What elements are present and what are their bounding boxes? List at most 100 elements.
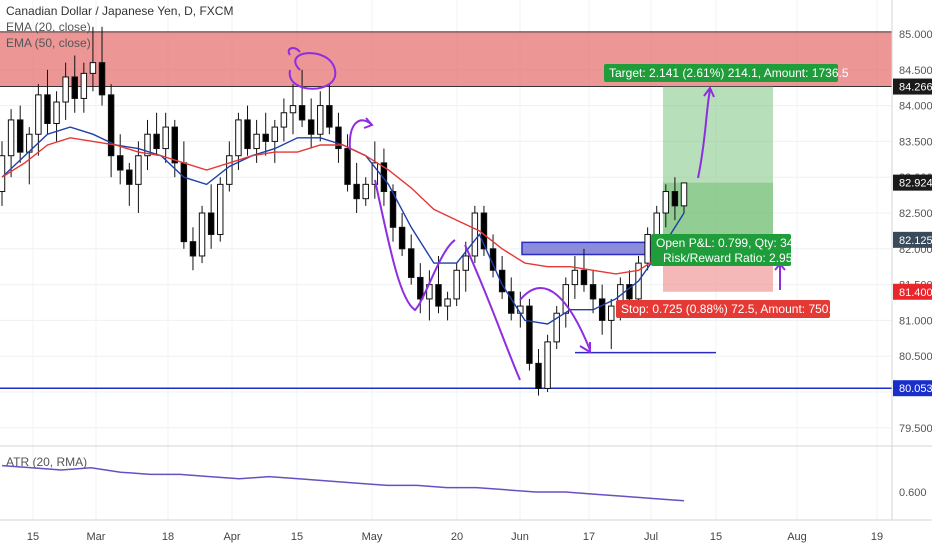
- candle-body: [608, 305, 615, 321]
- candle-body: [344, 148, 351, 185]
- price-badge-label: 82.125: [899, 235, 932, 247]
- curve-arrow-annotation: [348, 117, 374, 151]
- candle-body: [335, 126, 342, 150]
- candle-body: [298, 105, 306, 121]
- candle-body: [417, 276, 424, 300]
- time-tick-label: Mar: [87, 531, 106, 543]
- candle-body: [98, 62, 106, 96]
- candle-body: [526, 305, 533, 364]
- candle-body: [271, 126, 279, 142]
- candle-body: [7, 119, 15, 157]
- candle-body: [107, 94, 115, 157]
- candle-body: [653, 212, 660, 235]
- candle-body: [317, 105, 324, 135]
- price-tick-label: 84.000: [899, 101, 932, 113]
- candle-body: [353, 183, 360, 200]
- price-axis[interactable]: 85.00084.50084.00083.50083.00082.50082.0…: [891, 0, 932, 520]
- candle-body: [326, 105, 333, 128]
- price-badge-bg: [893, 380, 932, 397]
- target-label: Target: 2.141 (2.61%) 214.1, Amount: 173…: [604, 64, 849, 82]
- swing-annotation: [374, 179, 456, 312]
- price-badge-label: 82.924: [899, 178, 932, 190]
- candle-body: [362, 183, 369, 200]
- candle-body: [153, 133, 160, 150]
- time-tick-label: 15: [291, 531, 303, 543]
- candle-body: [671, 191, 679, 207]
- target-label-text: Target: 2.141 (2.61%) 214.1, Amount: 173…: [609, 66, 849, 80]
- target-arrow-annotation: [697, 86, 715, 179]
- candle-body: [644, 233, 651, 264]
- atr-panel: [0, 445, 932, 502]
- candle-body: [198, 212, 206, 257]
- retest-annotation: [519, 287, 591, 354]
- stop-label-bg: [616, 300, 830, 318]
- price-badge-label: 81.400: [899, 287, 932, 299]
- price-badge-bg: [893, 78, 932, 95]
- ema20-legend[interactable]: EMA (20, close): [6, 20, 91, 34]
- price-badge-bg: [893, 231, 932, 248]
- price-tick-label: 84.500: [899, 65, 932, 77]
- candle-body: [126, 169, 133, 185]
- time-tick-label: Jun: [511, 531, 529, 543]
- position-labels: Target: 2.141 (2.61%) 214.1, Amount: 173…: [604, 64, 849, 318]
- candle-body: [544, 341, 551, 389]
- time-tick-label: 15: [27, 531, 39, 543]
- candle-body: [262, 133, 269, 142]
- time-tick-label: Apr: [223, 531, 240, 543]
- price-tick-label: 82.500: [899, 208, 932, 220]
- candle-body: [407, 248, 415, 278]
- time-tick-label: 19: [871, 531, 883, 543]
- candle-body: [244, 119, 251, 150]
- open-profit-zone: [663, 182, 773, 240]
- rebound-arrow-annotation: [774, 262, 786, 290]
- drop-annotation: [464, 244, 521, 381]
- candle-body: [553, 312, 560, 343]
- profit-zone: [663, 86, 773, 240]
- candle-body: [53, 101, 60, 124]
- time-tick-label: 18: [162, 531, 174, 543]
- price-badge-bg: [893, 283, 932, 300]
- atr-legend[interactable]: ATR (20, RMA): [6, 455, 88, 469]
- candle-body: [398, 226, 406, 250]
- price-badge-bg: [893, 174, 932, 191]
- candle-body: [253, 133, 260, 150]
- candle-body: [217, 183, 224, 235]
- ema20-line: [1, 126, 685, 325]
- candle-body: [471, 212, 479, 257]
- candle-body: [626, 284, 633, 300]
- scribble-annotation: [287, 47, 337, 90]
- open-pnl-bg: [651, 234, 791, 266]
- time-tick-label: Aug: [787, 531, 807, 543]
- atr-tick-label: 0.600: [899, 487, 927, 499]
- candle-body: [571, 269, 579, 286]
- atr-line: [1, 464, 685, 502]
- candle-body: [371, 162, 379, 185]
- candle-body: [680, 182, 688, 207]
- target-label-bg: [604, 64, 838, 82]
- candle-body: [453, 269, 460, 300]
- candle-body: [535, 362, 542, 389]
- candle-body: [444, 298, 451, 307]
- candle-body: [235, 119, 242, 157]
- price-tick-label: 79.500: [899, 423, 932, 435]
- time-tick-label: 20: [451, 531, 463, 543]
- candle-body: [580, 269, 588, 286]
- time-axis[interactable]: 15 Mar 18 Apr 15 May 20 Jun 17 Jul 15 Aug 19: [0, 519, 932, 543]
- candle-body: [480, 212, 488, 250]
- candle-body: [71, 76, 78, 99]
- candle-body: [16, 119, 24, 153]
- candle-body: [207, 212, 215, 235]
- candle-body: [280, 112, 288, 128]
- candle-body: [44, 94, 51, 124]
- price-badge-label: 80.053: [899, 383, 932, 395]
- candle-body: [89, 62, 97, 74]
- candle-body: [226, 155, 233, 185]
- candle-body: [171, 126, 179, 164]
- ema50-legend[interactable]: EMA (50, close): [6, 36, 91, 50]
- candle-body: [135, 155, 142, 185]
- risk-reward-text: Risk/Reward Ratio: 2.95: [663, 251, 793, 265]
- stop-label-text: Stop: 0.725 (0.88%) 72.5, Amount: 750.6: [621, 302, 839, 316]
